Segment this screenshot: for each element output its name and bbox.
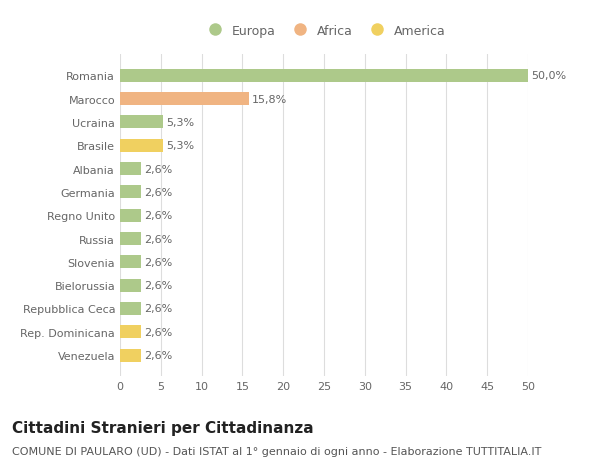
Bar <box>120 256 141 269</box>
Text: 2,6%: 2,6% <box>145 164 173 174</box>
Bar <box>120 326 141 338</box>
Bar <box>120 93 249 106</box>
Text: 2,6%: 2,6% <box>145 327 173 337</box>
Bar <box>120 349 141 362</box>
Text: 2,6%: 2,6% <box>145 187 173 197</box>
Bar <box>120 279 141 292</box>
Bar <box>120 209 141 222</box>
Bar <box>120 233 141 246</box>
Text: 2,6%: 2,6% <box>145 257 173 267</box>
Text: 5,3%: 5,3% <box>167 141 194 151</box>
Text: 2,6%: 2,6% <box>145 350 173 360</box>
Text: 2,6%: 2,6% <box>145 234 173 244</box>
Text: 2,6%: 2,6% <box>145 280 173 291</box>
Legend: Europa, Africa, America: Europa, Africa, America <box>197 20 451 43</box>
Text: Cittadini Stranieri per Cittadinanza: Cittadini Stranieri per Cittadinanza <box>12 420 314 435</box>
Bar <box>120 186 141 199</box>
Bar <box>120 140 163 152</box>
Text: 2,6%: 2,6% <box>145 211 173 221</box>
Text: 15,8%: 15,8% <box>252 95 287 104</box>
Bar <box>120 302 141 315</box>
Text: 5,3%: 5,3% <box>167 118 194 128</box>
Text: COMUNE DI PAULARO (UD) - Dati ISTAT al 1° gennaio di ogni anno - Elaborazione TU: COMUNE DI PAULARO (UD) - Dati ISTAT al 1… <box>12 446 541 456</box>
Bar <box>120 163 141 176</box>
Bar <box>120 70 528 83</box>
Text: 2,6%: 2,6% <box>145 304 173 314</box>
Bar <box>120 116 163 129</box>
Text: 50,0%: 50,0% <box>531 71 566 81</box>
